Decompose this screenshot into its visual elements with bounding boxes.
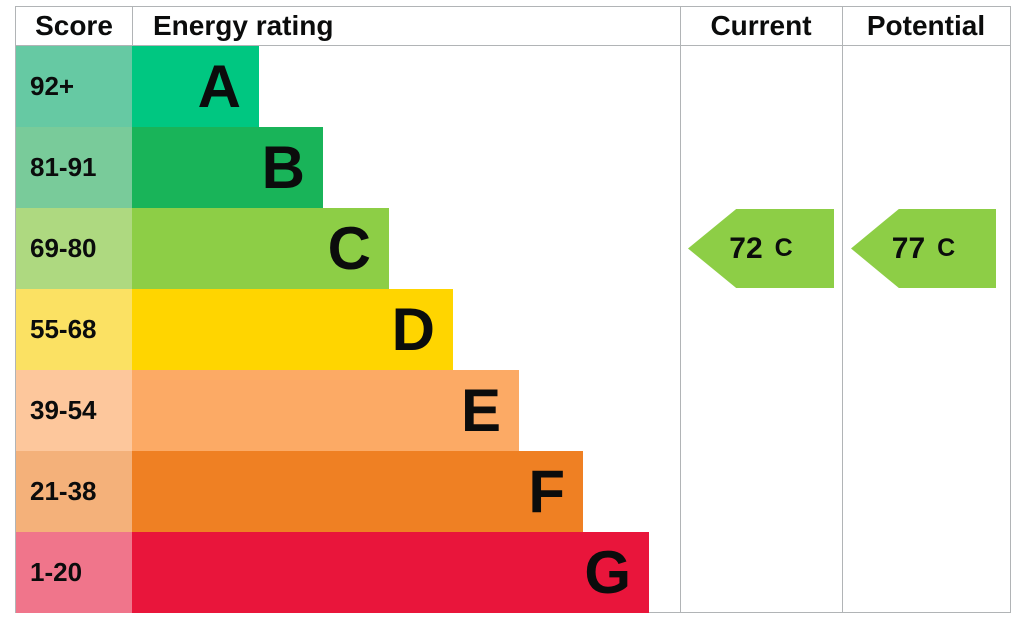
column-header-score: Score	[35, 10, 113, 41]
column-header-potential: Potential	[866, 10, 986, 41]
header-divider	[16, 45, 1010, 46]
band-bar-b: B	[132, 127, 323, 208]
score-range-d: 55-68	[16, 289, 132, 370]
band-row-e: 39-54 E	[16, 370, 680, 451]
column-header-current: Current	[710, 10, 812, 41]
band-bar-a: A	[132, 46, 259, 127]
band-row-a: 92+ A	[16, 46, 680, 127]
score-range-c: 69-80	[16, 208, 132, 289]
epc-rating-chart: Score Energy rating Current Potential 92…	[15, 6, 1011, 613]
current-rating-arrow: 72 C	[688, 209, 834, 288]
band-row-c: 69-80 C	[16, 208, 680, 289]
column-header-energy-rating: Energy rating	[153, 10, 334, 41]
divider-rating-current	[680, 7, 681, 612]
score-range-f: 21-38	[16, 451, 132, 532]
band-row-b: 81-91 B	[16, 127, 680, 208]
band-bar-c: C	[132, 208, 389, 289]
current-rating-band: C	[774, 234, 793, 262]
band-row-g: 1-20 G	[16, 532, 680, 613]
potential-rating-band: C	[937, 234, 956, 262]
current-rating-value: 72	[729, 231, 763, 265]
band-row-f: 21-38 F	[16, 451, 680, 532]
band-bar-d: D	[132, 289, 453, 370]
band-bar-f: F	[132, 451, 583, 532]
band-bar-e: E	[132, 370, 519, 451]
divider-current-potential	[842, 7, 843, 612]
divider-score-rating	[132, 7, 133, 45]
score-range-b: 81-91	[16, 127, 132, 208]
score-range-a: 92+	[16, 46, 132, 127]
potential-rating-arrow: 77 C	[851, 209, 996, 288]
score-range-e: 39-54	[16, 370, 132, 451]
score-range-g: 1-20	[16, 532, 132, 613]
band-bar-g: G	[132, 532, 649, 613]
band-row-d: 55-68 D	[16, 289, 680, 370]
potential-rating-value: 77	[891, 231, 926, 265]
